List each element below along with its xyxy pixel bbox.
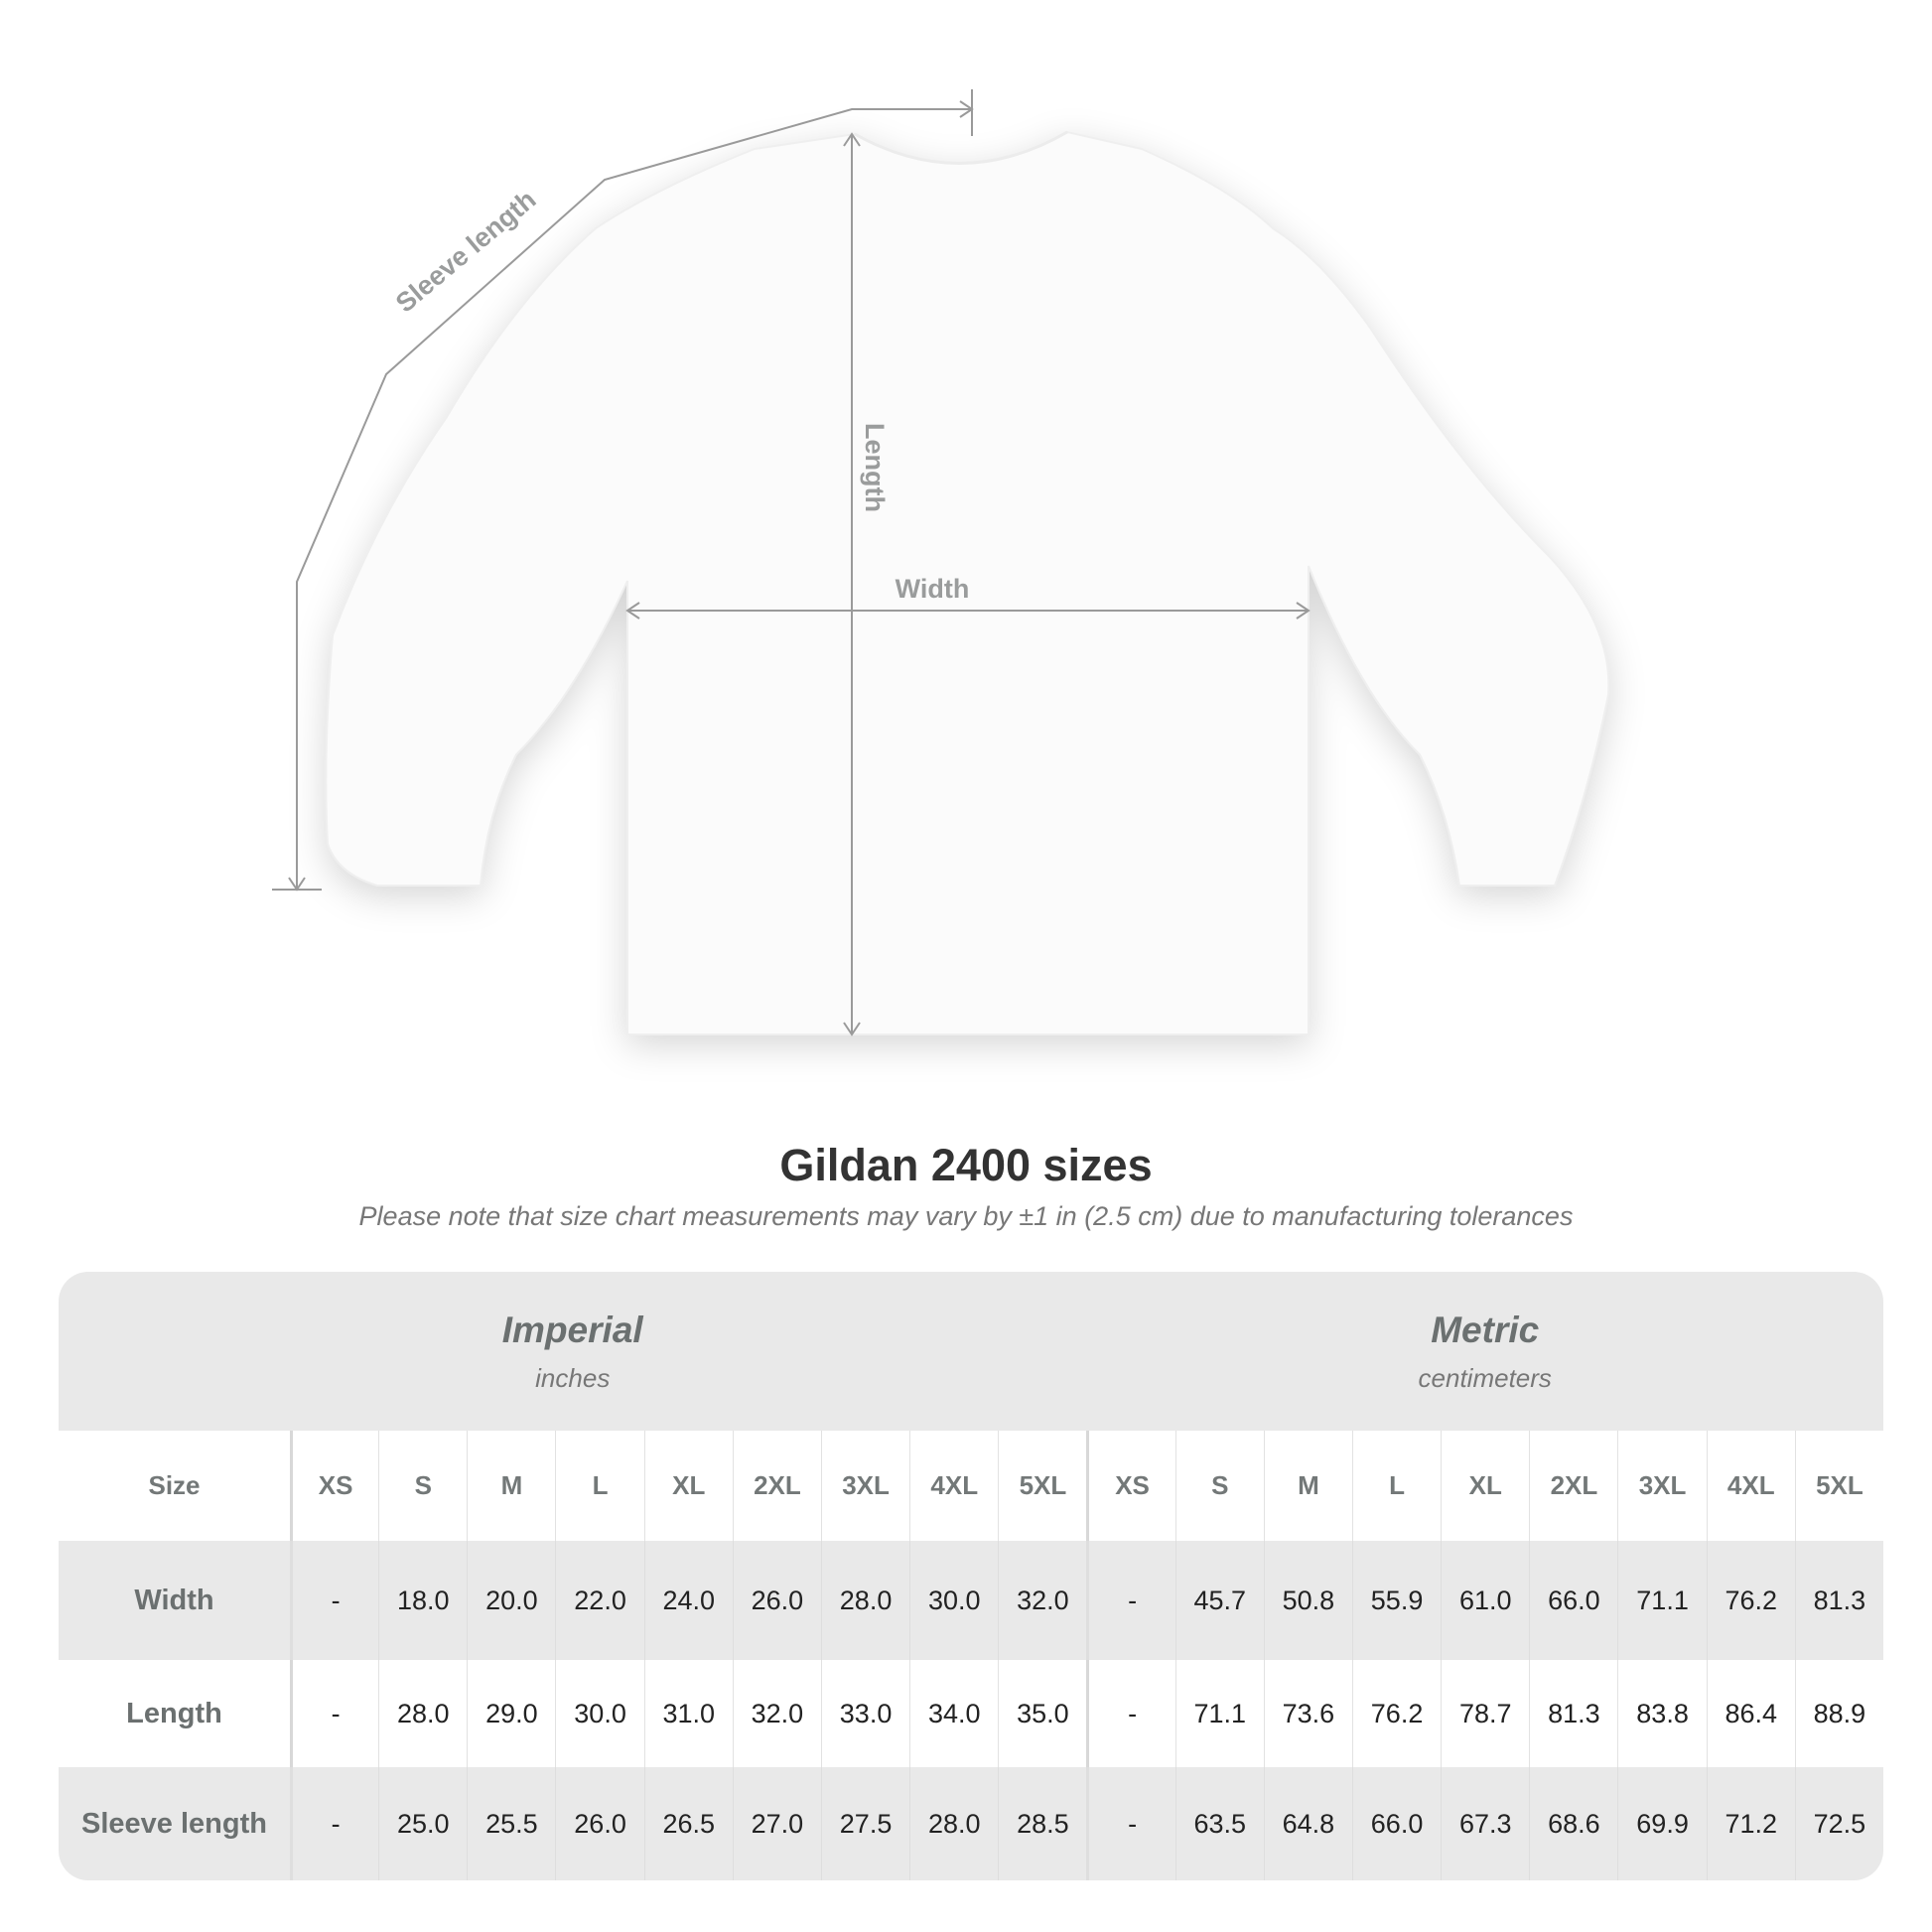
metric-size-header: S: [1174, 1431, 1264, 1541]
metric-value-cell: 71.1: [1174, 1660, 1264, 1767]
imperial-value-cell: 27.5: [820, 1767, 910, 1880]
imperial-value-cell: 20.0: [467, 1541, 556, 1660]
size-row-label: Size: [148, 1470, 201, 1500]
imperial-value-cell: 25.5: [467, 1767, 556, 1880]
metric-value-cell: 66.0: [1351, 1767, 1442, 1880]
metric-unit: centimeters: [1418, 1362, 1552, 1393]
imperial-value-cell: 29.0: [467, 1660, 555, 1767]
metric-size-header: M: [1263, 1431, 1352, 1541]
imperial-size-header: 3XL: [820, 1431, 909, 1541]
metric-label: Metric: [1431, 1309, 1540, 1350]
imperial-value-cell: 27.0: [732, 1767, 821, 1880]
imperial-value-cell: 30.0: [555, 1660, 643, 1767]
imperial-size-header: XS: [290, 1431, 378, 1541]
imperial-size-header: 4XL: [909, 1431, 998, 1541]
row-label: Sleeve length: [59, 1767, 290, 1880]
tolerance-note: Please note that size chart measurements…: [358, 1201, 1574, 1231]
metric-value-cell: 81.3: [1529, 1660, 1617, 1767]
metric-size-header: 5XL: [1794, 1431, 1883, 1541]
metric-value-cell: 69.9: [1617, 1767, 1707, 1880]
imperial-header: Imperial inches: [59, 1272, 1087, 1431]
imperial-value-cell: 26.0: [732, 1541, 821, 1660]
row-label: Length: [126, 1697, 222, 1729]
imperial-size-header: 2XL: [732, 1431, 821, 1541]
metric-value-cell: -: [1086, 1541, 1175, 1660]
imperial-value-cell: 24.0: [643, 1541, 733, 1660]
imperial-unit: inches: [535, 1362, 611, 1393]
metric-value-cell: 67.3: [1441, 1767, 1530, 1880]
metric-size-header: XS: [1086, 1431, 1174, 1541]
imperial-value-cell: 28.0: [909, 1767, 999, 1880]
metric-value-cell: -: [1086, 1767, 1175, 1880]
imperial-value-cell: 31.0: [643, 1660, 733, 1767]
shirt-diagram: Sleeve length Length Width: [272, 89, 1610, 1036]
imperial-value-cell: 32.0: [998, 1541, 1087, 1660]
metric-value-cell: 45.7: [1174, 1541, 1264, 1660]
metric-size-header: XL: [1441, 1431, 1529, 1541]
imperial-value-cell: 22.0: [555, 1541, 644, 1660]
metric-value-cell: 68.6: [1529, 1767, 1618, 1880]
imperial-value-cell: 26.5: [643, 1767, 733, 1880]
metric-value-cell: 71.1: [1617, 1541, 1707, 1660]
imperial-value-cell: 25.0: [378, 1767, 468, 1880]
metric-value-cell: 81.3: [1794, 1541, 1883, 1660]
metric-value-cell: -: [1086, 1660, 1174, 1767]
imperial-value-cell: 28.5: [998, 1767, 1087, 1880]
metric-value-cell: 61.0: [1441, 1541, 1530, 1660]
width-measure-line: [625, 602, 1311, 620]
length-measure-line: [843, 132, 861, 1036]
imperial-value-cell: -: [290, 1767, 379, 1880]
sleeve-length-label: Sleeve length: [390, 185, 542, 319]
long-sleeve-shirt-image: [325, 130, 1610, 1035]
imperial-value-cell: 28.0: [378, 1660, 467, 1767]
metric-value-cell: 50.8: [1263, 1541, 1352, 1660]
metric-value-cell: 76.2: [1706, 1541, 1795, 1660]
imperial-value-cell: 32.0: [732, 1660, 821, 1767]
metric-value-cell: 66.0: [1529, 1541, 1618, 1660]
imperial-label: Imperial: [501, 1309, 643, 1350]
metric-value-cell: 73.6: [1263, 1660, 1352, 1767]
metric-value-cell: 83.8: [1617, 1660, 1706, 1767]
imperial-value-cell: 35.0: [998, 1660, 1086, 1767]
width-label: Width: [896, 574, 970, 604]
imperial-value-cell: 30.0: [909, 1541, 999, 1660]
sleeve-measure-line: [272, 89, 974, 892]
metric-value-cell: 88.9: [1794, 1660, 1883, 1767]
metric-value-cell: 55.9: [1351, 1541, 1442, 1660]
imperial-value-cell: 33.0: [820, 1660, 909, 1767]
metric-value-cell: 71.2: [1706, 1767, 1795, 1880]
metric-header: Metric centimeters: [1086, 1272, 1883, 1431]
imperial-value-cell: -: [290, 1541, 379, 1660]
row-label: Width: [59, 1541, 290, 1660]
metric-value-cell: 72.5: [1794, 1767, 1883, 1880]
metric-size-header: 3XL: [1617, 1431, 1706, 1541]
metric-value-cell: 64.8: [1263, 1767, 1352, 1880]
imperial-size-header: 5XL: [998, 1431, 1086, 1541]
imperial-size-header: M: [467, 1431, 555, 1541]
imperial-size-header: XL: [643, 1431, 733, 1541]
metric-value-cell: 76.2: [1351, 1660, 1441, 1767]
imperial-size-header: L: [555, 1431, 643, 1541]
imperial-size-header: S: [378, 1431, 467, 1541]
metric-value-cell: 63.5: [1174, 1767, 1264, 1880]
metric-size-header: 2XL: [1529, 1431, 1617, 1541]
imperial-value-cell: -: [290, 1660, 378, 1767]
imperial-value-cell: 18.0: [378, 1541, 468, 1660]
imperial-value-cell: 26.0: [555, 1767, 644, 1880]
size-table: Imperial inches Metric centimeters Size X…: [59, 1272, 1883, 1880]
metric-value-cell: 78.7: [1441, 1660, 1529, 1767]
metric-value-cell: 86.4: [1706, 1660, 1795, 1767]
imperial-value-cell: 28.0: [820, 1541, 910, 1660]
length-label: Length: [860, 423, 890, 512]
metric-size-header: 4XL: [1706, 1431, 1795, 1541]
metric-size-header: L: [1351, 1431, 1441, 1541]
imperial-value-cell: 34.0: [909, 1660, 998, 1767]
page-title: Gildan 2400 sizes: [779, 1140, 1153, 1190]
